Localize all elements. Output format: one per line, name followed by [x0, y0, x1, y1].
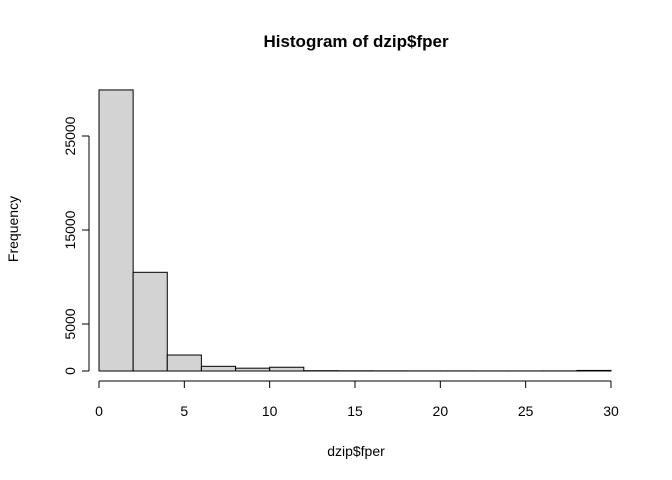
- x-axis: 0 5 10 15 20 25 30: [95, 380, 619, 419]
- y-tick-label-0: 0: [62, 367, 78, 375]
- histogram-bar-0: [98, 89, 134, 372]
- x-tick-label-0: 0: [95, 403, 103, 419]
- x-tick-label-1: 5: [180, 403, 188, 419]
- bars-group: [98, 89, 612, 372]
- x-tick-label-2: 10: [262, 403, 278, 419]
- y-tick-label-3: 25000: [62, 116, 78, 155]
- y-axis-label: Frequency: [5, 196, 21, 262]
- x-tick-label-5: 25: [518, 403, 534, 419]
- y-tick-label-2: 15000: [62, 210, 78, 249]
- x-tick-label-4: 20: [433, 403, 449, 419]
- chart-title: Histogram of dzip$fper: [263, 32, 449, 51]
- x-axis-label: dzip$fper: [327, 443, 385, 459]
- histogram-bar-1: [132, 271, 168, 372]
- y-tick-label-1: 5000: [62, 308, 78, 339]
- histogram-bar-4: [235, 367, 271, 372]
- x-tick-label-3: 15: [347, 403, 363, 419]
- y-axis: 0 5000 15000 25000: [62, 116, 90, 375]
- histogram-bar-14: [576, 369, 612, 372]
- histogram-bar-3: [200, 365, 237, 372]
- histogram-bar-5: [269, 366, 305, 372]
- histogram-bar-2: [166, 354, 202, 372]
- x-tick-label-6: 30: [603, 403, 619, 419]
